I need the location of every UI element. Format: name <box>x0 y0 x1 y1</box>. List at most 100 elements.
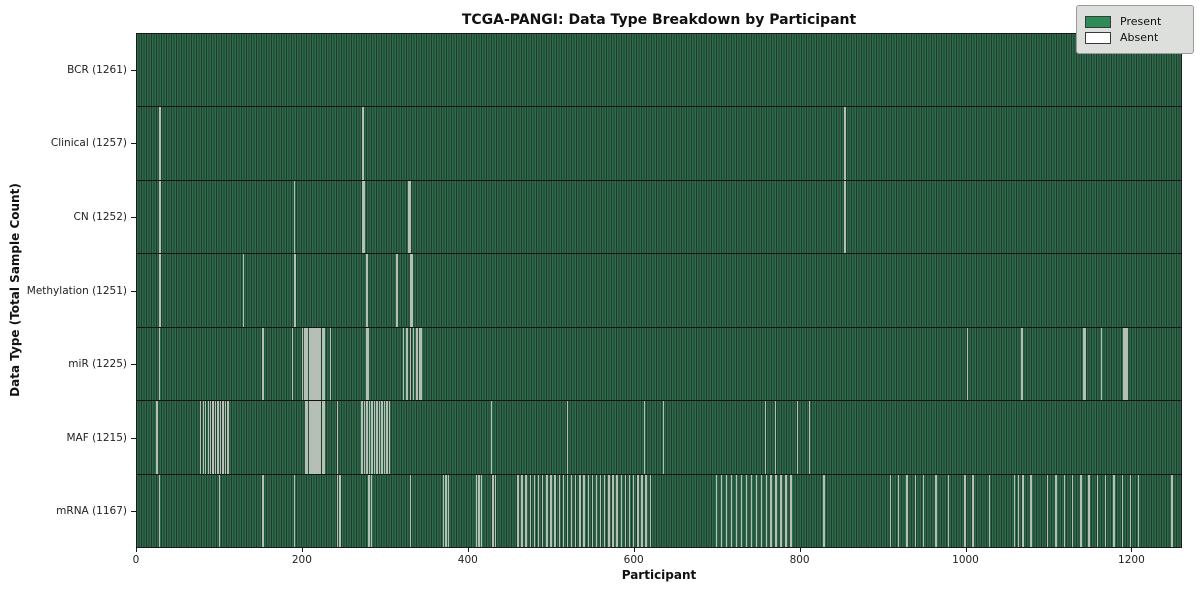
absent-line <box>533 474 536 547</box>
absent-line <box>320 401 322 474</box>
absent-line <box>735 474 738 547</box>
absent-line <box>402 327 405 401</box>
absent-line <box>409 180 411 254</box>
absent-line <box>808 401 810 474</box>
absent-line <box>313 327 315 401</box>
y-tick-label-maf: MAF (1215) <box>66 431 127 444</box>
absent-line <box>376 401 378 474</box>
absent-line <box>419 327 421 401</box>
absent-line <box>889 474 892 547</box>
heatmap-row-bcr <box>137 34 1181 108</box>
absent-line <box>159 254 161 327</box>
absent-line <box>158 254 161 327</box>
absent-line <box>517 474 519 547</box>
absent-line <box>386 401 388 474</box>
absent-line <box>200 401 202 474</box>
absent-line <box>293 180 295 254</box>
heatmap-row-maf <box>137 401 1181 475</box>
absent-line <box>262 474 264 547</box>
absent-line <box>339 474 341 547</box>
absent-line <box>370 474 372 547</box>
absent-line <box>764 401 767 474</box>
y-tick-mark <box>131 216 136 218</box>
absent-line <box>318 327 320 401</box>
absent-line <box>310 401 312 474</box>
absent-line <box>363 401 366 474</box>
x-tick-mark <box>301 548 303 552</box>
absent-line <box>550 474 552 547</box>
absent-line <box>624 474 627 547</box>
absent-line <box>291 327 294 401</box>
heatmap-plot-area <box>136 33 1182 548</box>
heatmap-row-clinical <box>137 107 1181 181</box>
absent-line <box>525 474 527 547</box>
x-tick-label: 400 <box>457 554 478 566</box>
x-tick-label: 1000 <box>952 554 979 566</box>
absent-line <box>308 401 310 474</box>
absent-line <box>1030 474 1032 547</box>
legend-entry-absent: Absent <box>1085 31 1185 44</box>
legend-present-label: Present <box>1120 15 1162 28</box>
absent-line <box>373 401 376 474</box>
absent-line <box>330 327 332 401</box>
absent-line <box>662 401 665 474</box>
x-tick-mark <box>633 548 635 552</box>
absent-line <box>604 474 606 547</box>
y-tick-label-mrna: mRNA (1167) <box>56 505 127 518</box>
chart-title: TCGA-PANGI: Data Type Breakdown by Parti… <box>461 12 857 28</box>
absent-line <box>964 474 966 547</box>
absent-line <box>371 401 373 474</box>
absent-line <box>755 474 757 547</box>
absent-line <box>156 401 158 474</box>
absent-line <box>412 327 415 401</box>
absent-line <box>306 401 309 474</box>
absent-line <box>637 474 639 547</box>
absent-line <box>212 401 214 474</box>
absent-line <box>1123 327 1125 401</box>
absent-line <box>409 327 411 401</box>
absent-line <box>591 474 594 547</box>
absent-line <box>1171 474 1173 547</box>
absent-line <box>158 180 161 254</box>
absent-line <box>616 474 618 547</box>
absent-line <box>410 254 412 327</box>
absent-line <box>323 401 325 474</box>
y-tick-mark <box>131 511 136 513</box>
absent-line <box>416 327 418 401</box>
absent-line <box>633 474 635 547</box>
absent-line <box>336 474 339 547</box>
absent-swatch-icon <box>1085 31 1111 44</box>
absent-line <box>219 401 222 474</box>
x-tick-label: 200 <box>291 554 312 566</box>
absent-line <box>599 474 602 547</box>
absent-line <box>1121 474 1123 547</box>
absent-line <box>566 401 569 474</box>
absent-line <box>209 401 212 474</box>
x-axis-ticks: 0 200 400 600 800 1000 1200 <box>133 548 1182 572</box>
absent-line <box>521 474 523 547</box>
absent-line <box>972 474 974 547</box>
absent-line <box>383 401 386 474</box>
absent-line <box>158 327 161 401</box>
absent-line <box>641 474 643 547</box>
absent-line <box>480 474 483 547</box>
absent-line <box>537 474 540 547</box>
absent-line <box>587 474 589 547</box>
absent-line <box>775 474 777 547</box>
y-tick-mark <box>131 290 136 292</box>
legend: Present Absent <box>1076 5 1194 54</box>
absent-line <box>409 474 411 547</box>
absent-line <box>365 254 368 327</box>
absent-line <box>363 180 365 254</box>
absent-line <box>159 107 161 180</box>
absent-line <box>914 474 916 547</box>
absent-line <box>217 401 219 474</box>
absent-line <box>1080 474 1082 547</box>
x-tick-mark <box>965 548 967 552</box>
absent-line <box>318 401 320 474</box>
legend-entry-present: Present <box>1085 15 1185 28</box>
absent-line <box>315 327 317 401</box>
x-tick-label: 600 <box>623 554 644 566</box>
x-tick-mark <box>1131 548 1133 552</box>
